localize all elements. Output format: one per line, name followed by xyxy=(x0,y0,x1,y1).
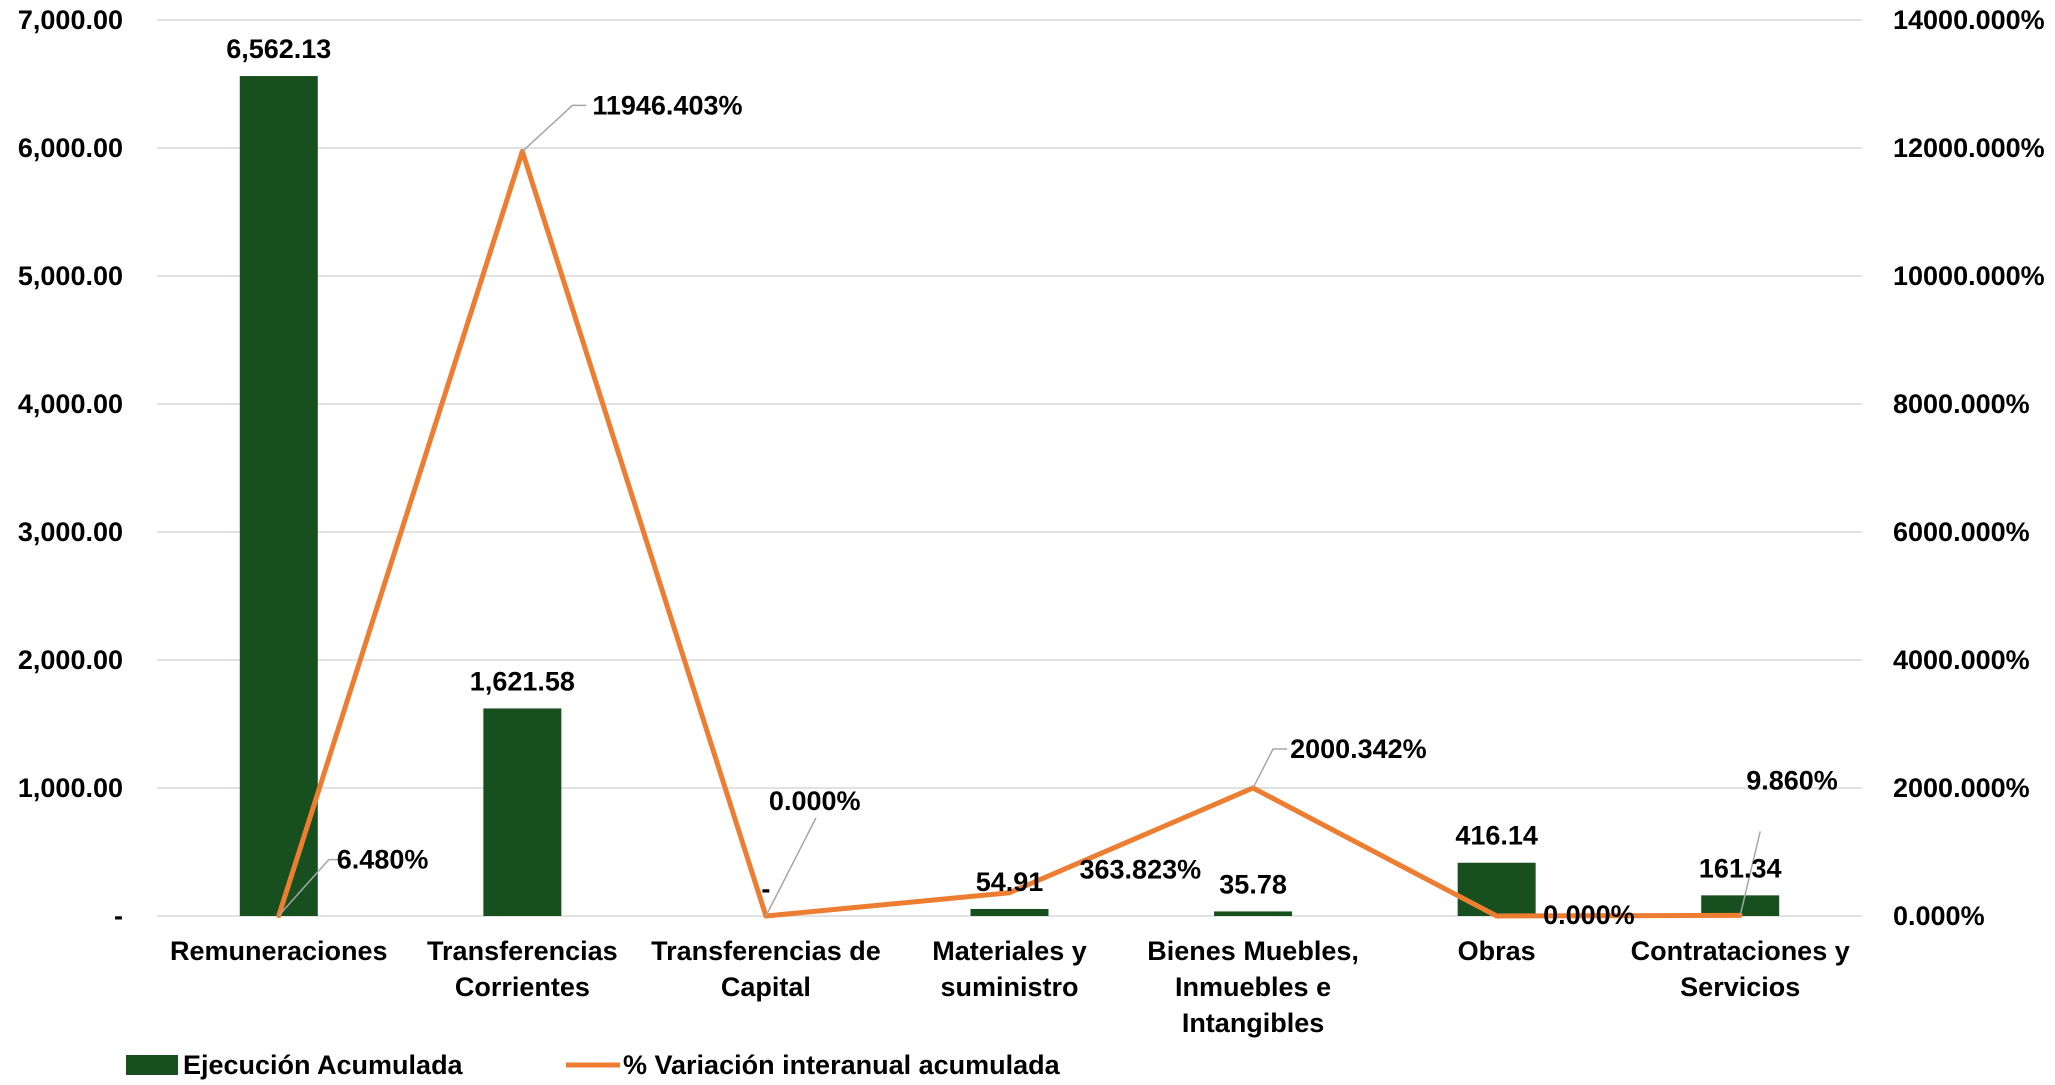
y-tick-label: 1,000.00 xyxy=(18,773,123,803)
y-tick-label: 4,000.00 xyxy=(18,389,123,419)
y-tick-label: 7,000.00 xyxy=(18,5,123,35)
y2-tick-label: 10000.000% xyxy=(1893,261,2045,291)
leader-line xyxy=(1739,831,1761,916)
bar xyxy=(1214,911,1293,916)
y2-tick-label: 8000.000% xyxy=(1893,389,2030,419)
bar-data-label: - xyxy=(761,874,770,904)
line-data-label: 9.860% xyxy=(1746,765,1838,795)
bar xyxy=(1457,862,1536,916)
legend: Ejecución Acumulada % Variación interanu… xyxy=(126,1050,1061,1080)
category-label: Transferencias de Capital xyxy=(651,936,881,1002)
line-data-label: 363.823% xyxy=(1080,855,1202,885)
bar-data-label: 416.14 xyxy=(1455,821,1538,851)
line-data-label: 6.480% xyxy=(337,845,429,875)
bar-data-label: 1,621.58 xyxy=(470,666,575,696)
axes: - 0.000% 1,000.00 2000.000% 2,000.00 4000.000… xyxy=(18,5,2045,1038)
line-data-label: 11946.403% xyxy=(592,90,742,120)
bar-data-label: 161.34 xyxy=(1699,853,1782,883)
category-label: Contrataciones y Servicios xyxy=(1631,936,1850,1002)
bar xyxy=(483,708,562,916)
y2-tick-label: 12000.000% xyxy=(1893,133,2045,163)
category-label: Transferencias Corrientes xyxy=(427,936,618,1002)
bar xyxy=(1701,895,1780,916)
category-label: Remuneraciones xyxy=(170,936,388,966)
bar-series xyxy=(239,76,1780,916)
line-point xyxy=(1007,890,1012,896)
y-tick-label: 2,000.00 xyxy=(18,645,123,675)
legend-bar-swatch xyxy=(126,1055,178,1075)
y-tick-label: 3,000.00 xyxy=(18,517,123,547)
y2-tick-label: 0.000% xyxy=(1893,901,1985,931)
line-data-label: 2000.342% xyxy=(1290,734,1427,764)
gridlines xyxy=(157,19,1862,917)
y2-tick-label: 4000.000% xyxy=(1893,645,2030,675)
line-data-label: 0.000% xyxy=(769,786,861,816)
y2-tick-label: 2000.000% xyxy=(1893,773,2030,803)
bar-data-label: 6,562.13 xyxy=(226,34,331,64)
category-label: Materiales y suministro xyxy=(932,936,1087,1002)
category-label: Bienes Muebles, Inmuebles e Intangibles xyxy=(1147,936,1359,1038)
leader-line xyxy=(765,817,817,917)
bar-data-label: 35.78 xyxy=(1219,869,1287,899)
leader-line xyxy=(521,104,587,152)
y-tick-label: 6,000.00 xyxy=(18,133,123,163)
bar-data-label: 54.91 xyxy=(976,867,1044,897)
leader-line xyxy=(278,858,343,917)
y2-tick-label: 6000.000% xyxy=(1893,517,2030,547)
line-data-label: 0.000% xyxy=(1543,900,1635,930)
y-tick-label: 5,000.00 xyxy=(18,261,123,291)
data-labels: 6,562.13 1,621.58 - 54.91 35.78 416.14 161.34 6… xyxy=(226,34,1838,930)
bar xyxy=(970,908,1049,916)
leader-line xyxy=(1252,748,1288,789)
leader-lines xyxy=(278,104,1761,917)
y2-tick-label: 14000.000% xyxy=(1893,5,2045,35)
y-tick-label: - xyxy=(114,901,123,931)
bar xyxy=(239,76,318,916)
line-point xyxy=(1494,913,1500,919)
legend-bar-label: Ejecución Acumulada xyxy=(183,1050,464,1080)
category-label: Obras xyxy=(1458,936,1536,966)
legend-line-label: % Variación interanual acumulada xyxy=(623,1050,1061,1080)
